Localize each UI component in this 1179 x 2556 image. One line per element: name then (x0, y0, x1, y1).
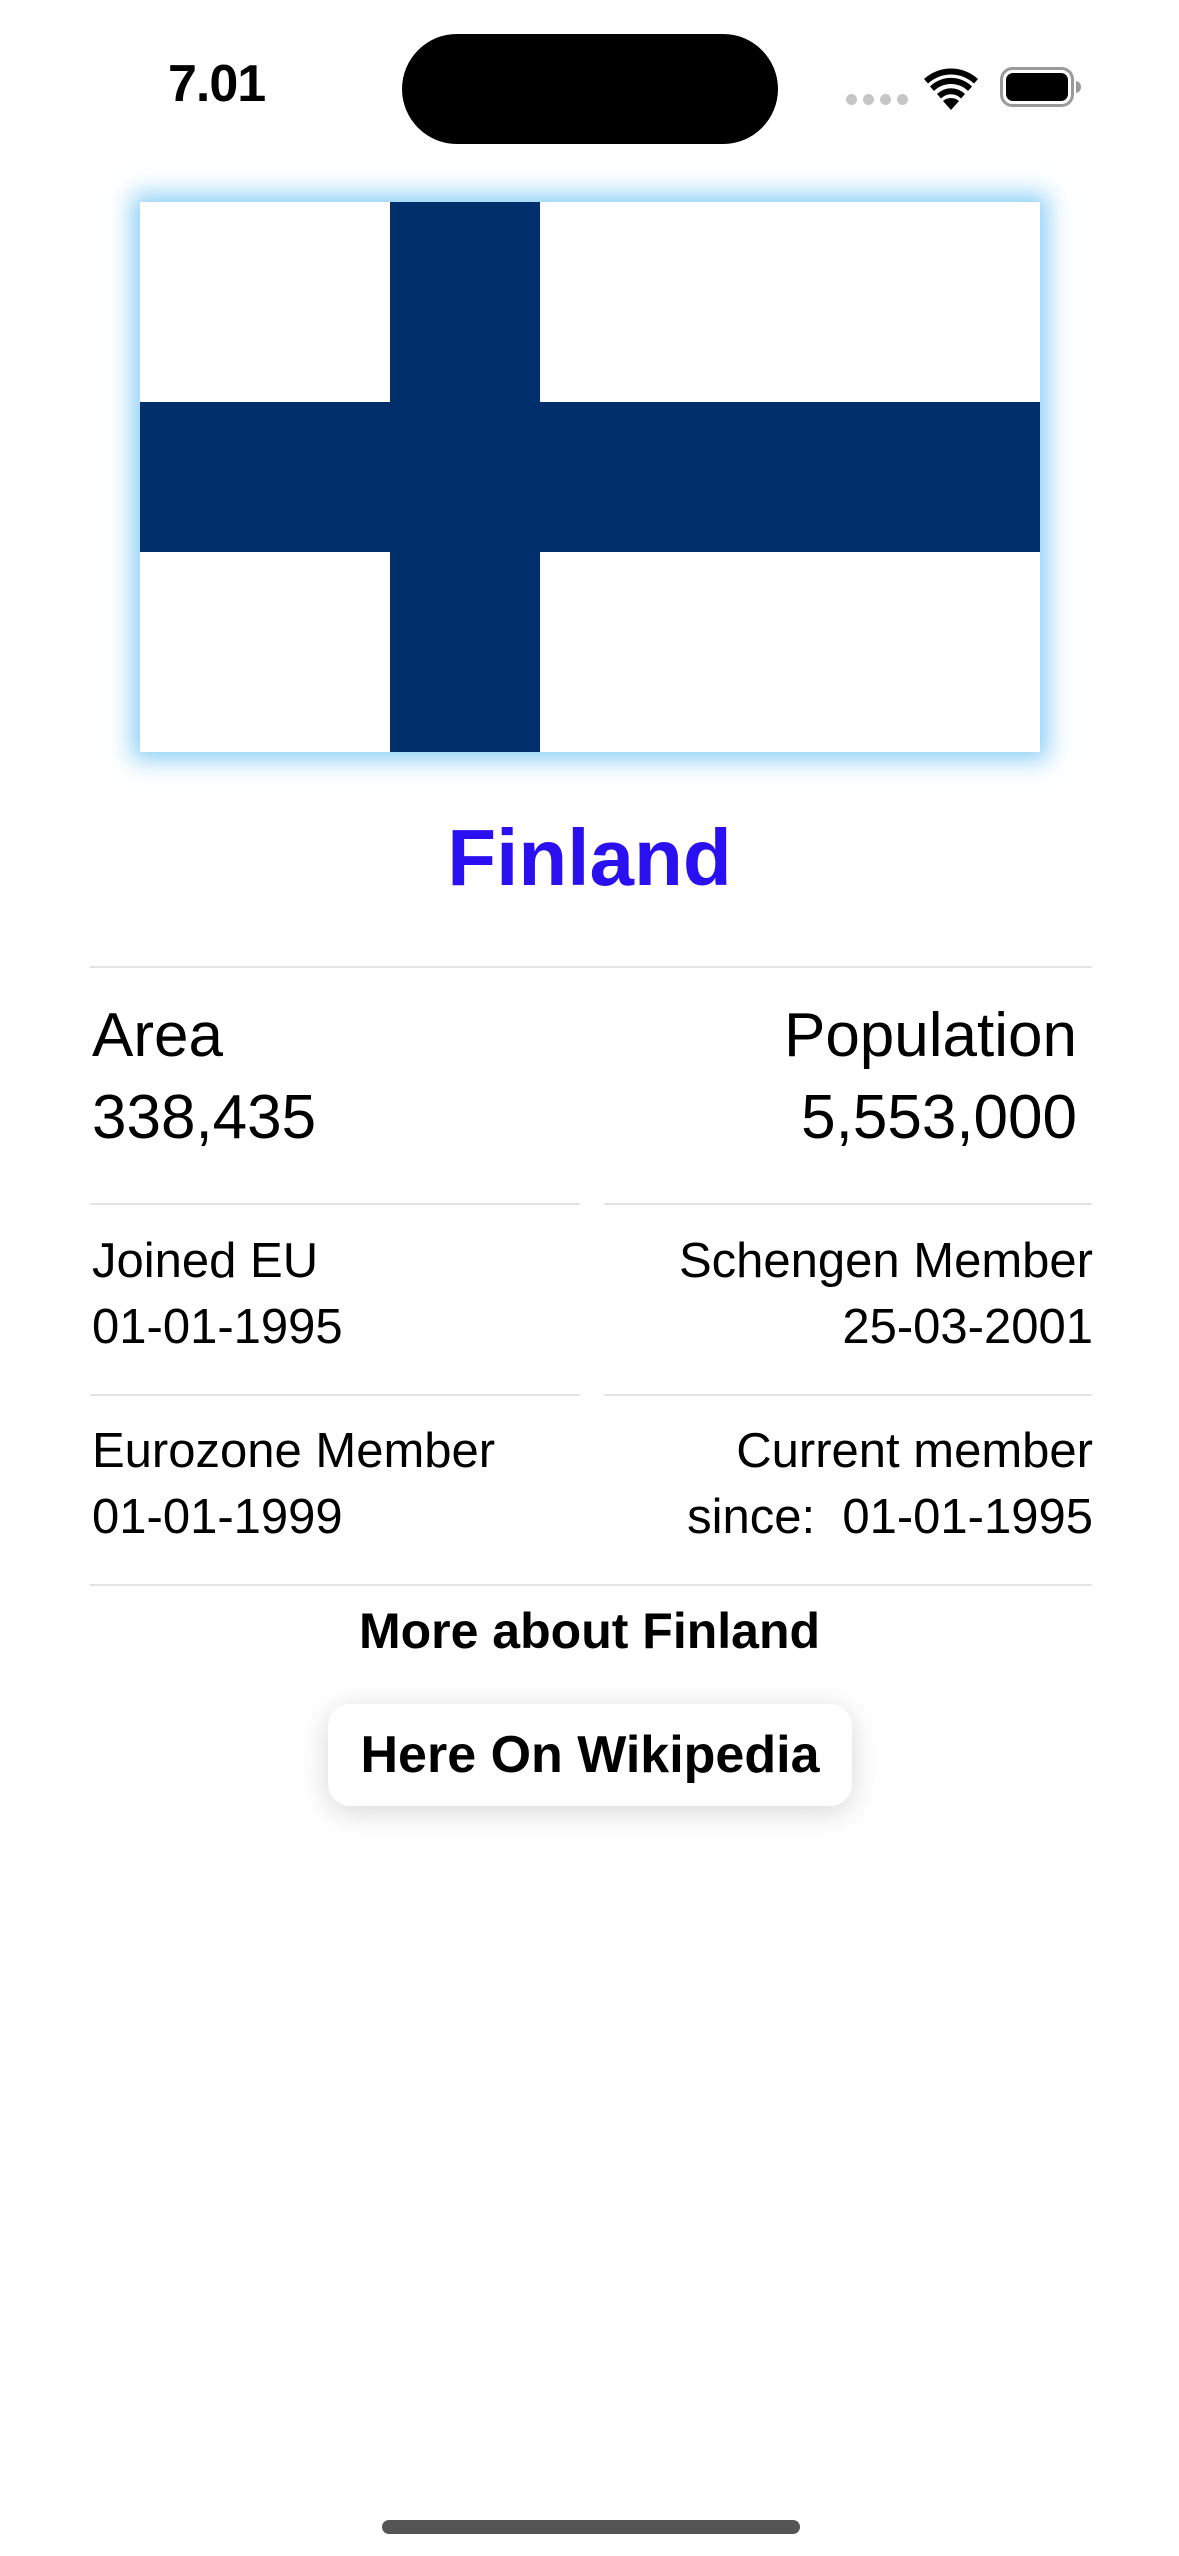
status-time: 7.01 (168, 55, 266, 113)
finland-flag-icon (140, 202, 1040, 752)
population-value: 5,553,000 (801, 1083, 1077, 1152)
divider (604, 1203, 1092, 1205)
dynamic-island (402, 34, 778, 144)
country-title: Finland (447, 813, 732, 902)
eurozone-label: Eurozone Member (92, 1424, 496, 1478)
battery-icon (1000, 67, 1081, 107)
wikipedia-button[interactable]: Here On Wikipedia (328, 1704, 852, 1806)
divider (90, 966, 1092, 968)
more-about-label: More about Finland (358, 1603, 821, 1659)
divider (604, 1394, 1092, 1396)
eurozone-date: 01-01-1999 (92, 1490, 343, 1544)
area-label: Area (92, 1001, 223, 1070)
population-label: Population (783, 1001, 1077, 1070)
divider (90, 1394, 580, 1396)
schengen-label: Schengen Member (678, 1234, 1093, 1288)
current-member-since: since: 01-01-1995 (687, 1490, 1093, 1544)
area-value: 338,435 (92, 1083, 317, 1152)
joined-eu-label: Joined EU (92, 1234, 319, 1288)
divider (90, 1584, 1092, 1586)
flag-horizontal-stripe (140, 402, 1040, 552)
current-member-label: Current member (736, 1424, 1093, 1478)
cellular-signal-icon (846, 94, 908, 108)
joined-eu-date: 01-01-1995 (92, 1300, 343, 1354)
wifi-icon (924, 68, 978, 110)
schengen-date: 25-03-2001 (842, 1300, 1093, 1354)
home-indicator[interactable] (382, 2520, 800, 2534)
divider (90, 1203, 580, 1205)
